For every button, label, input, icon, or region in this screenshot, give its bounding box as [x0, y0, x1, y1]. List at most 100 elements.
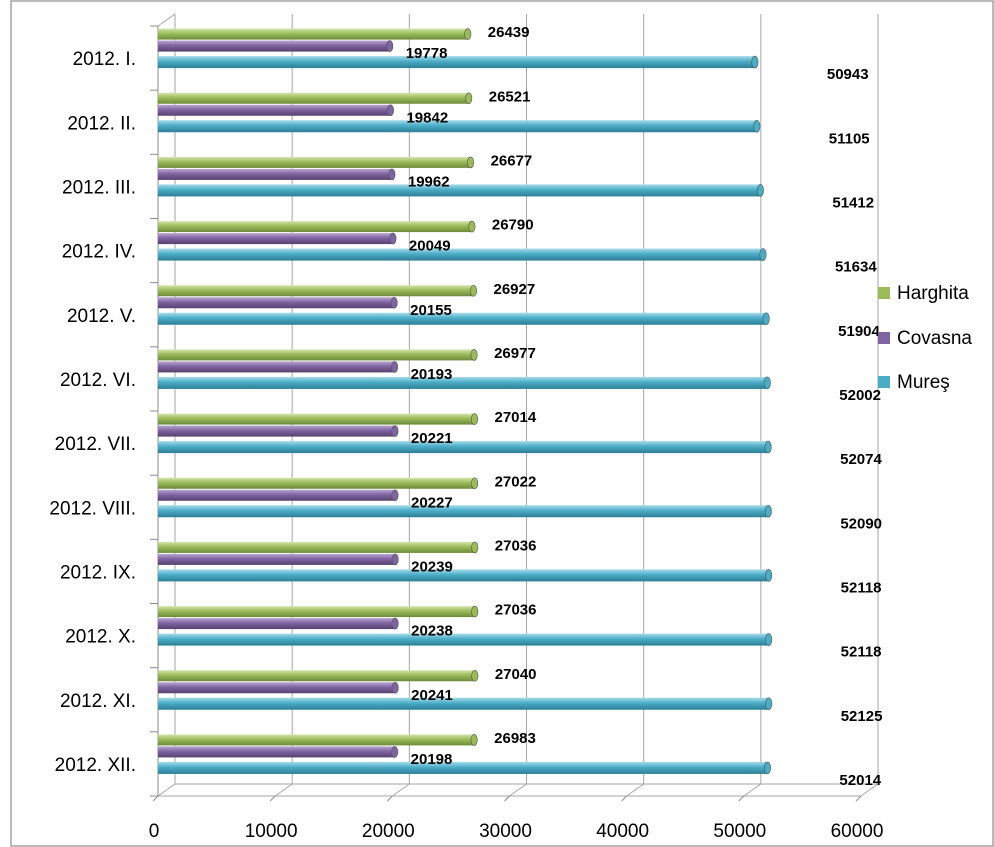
bar-covasna — [158, 104, 391, 116]
bar-mure- — [158, 761, 768, 774]
data-label: 20193 — [411, 366, 453, 383]
bar-cap — [471, 541, 479, 554]
bar-cap — [391, 361, 399, 373]
wall-top-line — [157, 13, 176, 27]
bar-mure- — [158, 633, 769, 646]
bar-cap — [386, 40, 394, 52]
data-label: 20198 — [411, 751, 453, 768]
data-label: 20221 — [411, 430, 453, 447]
data-label: 52118 — [841, 579, 882, 596]
data-label: 27022 — [495, 473, 537, 490]
bar-cap — [753, 119, 761, 133]
bar-harghita — [158, 541, 475, 553]
bar-cap — [469, 284, 477, 297]
category-label: 2012. II. — [67, 113, 136, 134]
legend: Harghita Covasna Mureş — [878, 283, 972, 393]
data-label: 19842 — [406, 109, 448, 126]
bar-cap — [391, 746, 399, 758]
bar-covasna — [158, 553, 396, 565]
x-tick — [738, 795, 745, 802]
bar-covasna — [158, 746, 395, 758]
bar-cap — [391, 681, 399, 694]
bar-harghita — [158, 477, 475, 489]
label-layer: 26439 19778 50943 26521 19842 51105 26677 19962… — [406, 24, 883, 789]
bar-cap — [467, 156, 475, 169]
x-tick-label: 10000 — [245, 821, 298, 842]
bar-harghita — [158, 156, 471, 168]
x-tick-label: 40000 — [596, 821, 649, 842]
legend-swatch — [878, 376, 890, 388]
x-tick-label: 0 — [149, 821, 160, 842]
data-label: 52090 — [840, 515, 882, 532]
bar-cap — [751, 55, 759, 69]
bar-cap — [470, 734, 478, 746]
bar-cap — [464, 28, 472, 40]
x-tick — [855, 795, 862, 802]
bar-cap — [764, 440, 772, 454]
bar-mure- — [158, 184, 761, 197]
bar-covasna — [158, 168, 392, 180]
bar-cap — [388, 168, 396, 181]
x-tick-label: 60000 — [831, 821, 884, 842]
x-tick — [504, 795, 510, 802]
category-label: 2012. IX. — [60, 562, 136, 583]
data-label: 20227 — [411, 494, 453, 511]
bar-mure- — [158, 376, 768, 389]
data-label: 26790 — [492, 217, 534, 234]
bar-cap — [762, 312, 770, 326]
bar-cap — [471, 413, 479, 425]
category-label: 2012. VI. — [60, 370, 136, 391]
bar-covasna — [158, 682, 396, 694]
data-label: 20049 — [409, 238, 451, 255]
floor-gridline — [860, 783, 879, 797]
x-tick-label: 20000 — [362, 821, 415, 842]
bar-cap — [468, 220, 476, 233]
bar-cap — [390, 296, 398, 309]
data-label: 52125 — [841, 708, 883, 725]
bar-cap — [756, 184, 764, 197]
category-label: 2012. VII. — [55, 434, 136, 455]
category-label: 2012. XI. — [60, 691, 136, 712]
legend-label: Mureş — [897, 372, 950, 393]
bar-harghita — [158, 606, 475, 618]
floor-gridline — [392, 783, 410, 797]
bar-cap — [471, 477, 479, 490]
bar-layer — [158, 28, 773, 775]
bar-cap — [471, 669, 479, 682]
data-label: 27036 — [495, 537, 537, 554]
bar-mure- — [158, 569, 769, 582]
data-label: 52002 — [839, 387, 881, 404]
data-label: 27014 — [495, 409, 537, 426]
x-tick — [621, 795, 628, 802]
floor-gridline — [626, 783, 644, 797]
data-label: 52074 — [840, 451, 882, 468]
grid-layer — [157, 14, 879, 797]
bar-covasna — [158, 425, 395, 437]
bar-covasna — [158, 361, 395, 373]
bar-mure- — [158, 441, 769, 454]
bar-harghita — [158, 285, 474, 297]
data-label: 52014 — [839, 772, 881, 789]
x-tick-label: 50000 — [713, 821, 766, 842]
x-tick — [269, 795, 276, 802]
bar-cap — [765, 697, 773, 711]
bar-mure- — [158, 120, 757, 133]
data-label: 20155 — [410, 302, 452, 319]
bar-harghita — [158, 734, 475, 746]
data-label: 26521 — [489, 88, 531, 105]
data-label: 19778 — [406, 45, 448, 62]
bar-cap — [389, 232, 397, 245]
bar-harghita — [158, 670, 475, 682]
category-label: 2012. VIII. — [49, 498, 136, 519]
bar-mure- — [158, 56, 755, 69]
category-label: 2012. I. — [73, 49, 136, 70]
bar-cap — [763, 376, 771, 390]
category-label: 2012. X. — [65, 627, 136, 648]
bar-covasna — [158, 489, 395, 501]
bar-cap — [764, 504, 772, 518]
floor-gridline — [274, 783, 293, 797]
data-label: 51634 — [835, 259, 877, 276]
bar-cap — [386, 104, 394, 117]
x-tick — [386, 795, 393, 802]
